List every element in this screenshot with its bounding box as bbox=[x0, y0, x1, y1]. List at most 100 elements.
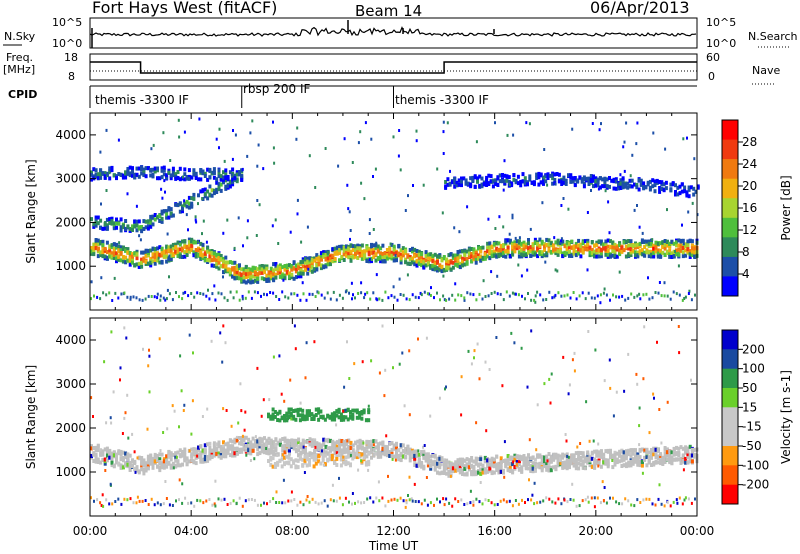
scatter-cell bbox=[110, 458, 114, 463]
scatter-cell bbox=[690, 249, 694, 254]
scatter-cell bbox=[560, 204, 563, 207]
scatter-cell bbox=[563, 453, 567, 458]
scatter-cell bbox=[349, 243, 353, 248]
scatter-cell bbox=[137, 166, 141, 171]
scatter-cell bbox=[212, 453, 216, 458]
scatter-cell bbox=[203, 448, 207, 453]
scatter-cell bbox=[458, 461, 462, 466]
scatter-cell bbox=[451, 265, 455, 270]
scatter-cell bbox=[260, 270, 264, 275]
scatter-cell bbox=[466, 205, 469, 209]
scatter-cell bbox=[278, 267, 282, 272]
scatter-cell bbox=[140, 264, 144, 269]
scatter-cell bbox=[315, 441, 319, 446]
scatter-cell bbox=[131, 228, 134, 232]
scatter-cell bbox=[546, 183, 549, 187]
scatter-cell bbox=[659, 251, 663, 256]
scatter-cell bbox=[133, 460, 137, 465]
scatter-cell bbox=[90, 217, 93, 222]
scatter-cell bbox=[484, 360, 487, 364]
scatter-cell bbox=[319, 409, 323, 414]
scatter-cell bbox=[536, 454, 540, 459]
scatter-cell bbox=[310, 452, 314, 457]
scatter-cell bbox=[315, 263, 319, 267]
scatter-cell bbox=[319, 251, 323, 256]
scatter-cell bbox=[470, 472, 474, 477]
scatter-cell bbox=[663, 239, 667, 243]
scatter-cell bbox=[653, 179, 657, 184]
scatter-cell bbox=[553, 295, 556, 299]
scatter-cell bbox=[638, 249, 642, 254]
scatter-cell bbox=[192, 447, 196, 452]
scatter-cell bbox=[676, 501, 679, 505]
scatter-cell bbox=[187, 176, 191, 181]
scatter-cell bbox=[94, 215, 98, 220]
scatter-cell bbox=[126, 169, 130, 174]
scatter-cell bbox=[129, 297, 132, 301]
scatter-cell bbox=[681, 250, 685, 255]
scatter-cell bbox=[629, 253, 633, 257]
scatter-cell bbox=[258, 265, 262, 270]
scatter-cell bbox=[481, 470, 485, 475]
scatter-cell bbox=[349, 229, 352, 232]
scatter-cell bbox=[187, 228, 189, 232]
scatter-cell bbox=[381, 449, 385, 453]
scatter-cell bbox=[151, 167, 155, 172]
scatter-cell bbox=[235, 270, 239, 275]
scatter-cell bbox=[557, 179, 561, 184]
scatter-cell bbox=[360, 416, 364, 421]
scatter-cell bbox=[112, 251, 116, 256]
scatter-cell bbox=[319, 446, 323, 451]
scatter-cell bbox=[158, 245, 162, 250]
scatter-cell bbox=[146, 457, 150, 461]
scatter-cell bbox=[183, 130, 186, 134]
scatter-cell bbox=[499, 469, 503, 474]
scatter-cell bbox=[381, 252, 385, 256]
scatter-cell bbox=[101, 226, 105, 231]
scatter-cell bbox=[112, 450, 116, 455]
scatter-cell bbox=[370, 455, 373, 460]
scatter-cell bbox=[167, 245, 171, 250]
scatter-cell bbox=[594, 348, 597, 352]
scatter-cell bbox=[310, 412, 314, 417]
scatter-cell bbox=[466, 181, 470, 186]
scatter-cell bbox=[563, 460, 567, 465]
scatter-cell bbox=[214, 479, 217, 483]
scatter-cell bbox=[577, 247, 581, 252]
scatter-cell bbox=[565, 452, 569, 457]
scatter-cell bbox=[517, 462, 521, 467]
scatter-cell bbox=[508, 294, 511, 298]
scatter-cell bbox=[523, 181, 527, 186]
scatter-cell bbox=[178, 253, 182, 258]
scatter-cell bbox=[599, 251, 603, 256]
scatter-cell bbox=[308, 439, 312, 444]
scatter-cell bbox=[134, 470, 137, 474]
scatter-cell bbox=[496, 175, 500, 180]
scatter-cell bbox=[645, 455, 649, 459]
scatter-cell bbox=[424, 258, 428, 263]
scatter-cell bbox=[571, 179, 575, 184]
scatter-cell bbox=[194, 176, 198, 180]
scatter-cell bbox=[208, 451, 212, 456]
scatter-cell bbox=[404, 209, 407, 212]
scatter-cell bbox=[608, 231, 611, 235]
scatter-cell bbox=[666, 208, 668, 212]
scatter-cell bbox=[511, 216, 514, 220]
scatter-cell bbox=[593, 460, 597, 465]
scatter-cell bbox=[620, 245, 624, 250]
scatter-cell bbox=[112, 256, 116, 260]
scatter-cell bbox=[536, 290, 539, 294]
scatter-cell bbox=[687, 210, 690, 214]
scatter-cell bbox=[422, 445, 424, 449]
scatter-cell bbox=[470, 469, 474, 474]
scatter-cell bbox=[108, 171, 111, 175]
scatter-cell bbox=[527, 454, 530, 459]
scatter-cell bbox=[451, 462, 455, 467]
scatter-cell bbox=[176, 170, 180, 174]
scatter-cell bbox=[661, 244, 665, 249]
scatter-cell bbox=[306, 256, 310, 261]
scatter-cell bbox=[331, 439, 335, 444]
scatter-cell bbox=[638, 225, 641, 229]
scatter-cell bbox=[473, 349, 476, 353]
scatter-cell bbox=[570, 239, 574, 244]
